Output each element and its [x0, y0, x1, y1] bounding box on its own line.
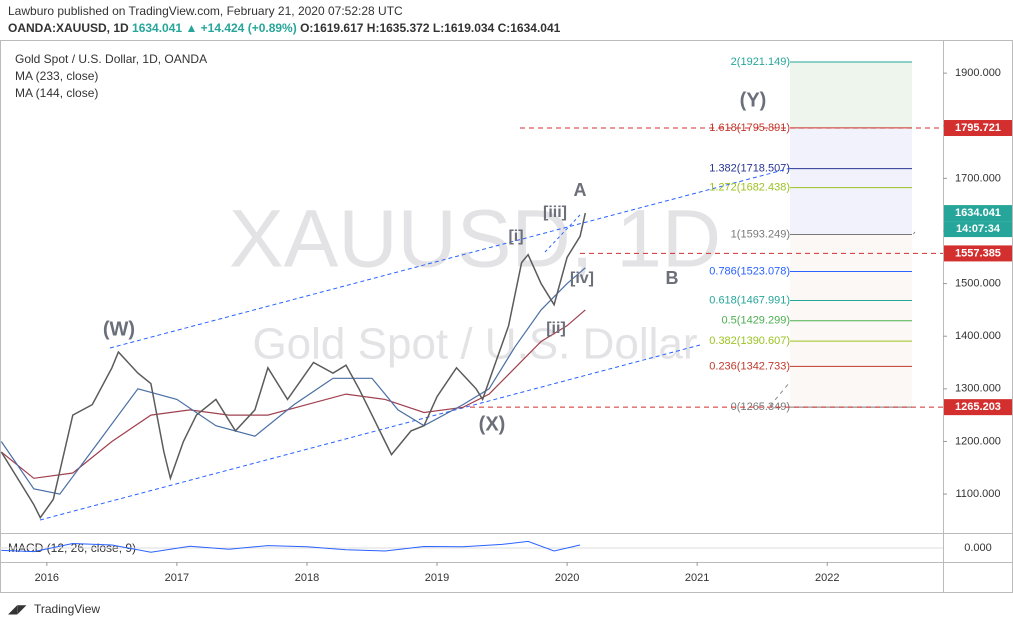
y-tick-label: 1700.000: [955, 172, 1001, 184]
low: L:1619.034: [433, 21, 495, 35]
x-tick-label: 2017: [165, 572, 189, 584]
fib-label: 1.272(1682.438): [709, 182, 790, 194]
x-tick-label: 2018: [295, 572, 319, 584]
symbol: OANDA:XAUUSD, 1D: [8, 21, 129, 35]
macd-line: [1, 540, 581, 553]
wave-label: [ii]: [546, 320, 566, 337]
wave-label: (W): [103, 318, 135, 340]
y-tick-label: 1300.000: [955, 383, 1001, 395]
last: 1634.041: [132, 21, 182, 35]
fib-zone-upper: [790, 62, 912, 128]
price-tag: [944, 245, 1012, 262]
y-tick-label: 1200.000: [955, 435, 1001, 447]
channel-lower: [39, 344, 701, 521]
watermark-subtitle: Gold Spot / U.S. Dollar: [252, 320, 697, 369]
logo: ◢◤: [8, 602, 27, 616]
macd-tick-label: 0.000: [964, 542, 992, 554]
fib-label: 0.236(1342.733): [709, 360, 790, 372]
wave-label: (Y): [740, 89, 767, 111]
y-tick-label: 1500.000: [955, 278, 1001, 290]
x-tick-label: 2016: [35, 572, 59, 584]
x-tick-label: 2021: [685, 572, 709, 584]
wave-label: [i]: [508, 228, 523, 245]
wave-label: (X): [479, 413, 506, 435]
x-tick-label: 2020: [555, 572, 579, 584]
fib-label: 1.382(1718.507): [709, 163, 790, 175]
price-tag: [944, 399, 1012, 416]
price-tag-label: 1557.385: [955, 247, 1001, 259]
moving-average: [0, 267, 586, 495]
countdown: 14:07:34: [956, 223, 1001, 235]
publish-line: Lawburo published on TradingView.com, Fe…: [8, 4, 403, 18]
fib-label: 2(1921.149): [731, 56, 790, 68]
legend-ma144: MA (144, close): [15, 86, 98, 100]
watermark: XAUUSD, 1D: [229, 194, 721, 285]
countdown-tag: [944, 221, 1012, 238]
wave-label: [iii]: [543, 204, 567, 221]
x-tick-label: 2019: [425, 572, 449, 584]
y-tick-label: 1400.000: [955, 330, 1001, 342]
footer-brand: TradingView: [34, 602, 100, 616]
y-tick-label: 1100.000: [955, 488, 1000, 500]
wave-label: A: [574, 180, 587, 200]
price-tag-label: 1265.203: [955, 401, 1001, 413]
close: C:1634.041: [498, 21, 561, 35]
x-tick-label: 2022: [815, 572, 839, 584]
legend-ma233: MA (233, close): [15, 69, 98, 83]
price-tag: [944, 205, 1012, 222]
price-line: [0, 212, 587, 520]
fib-label: 0.382(1390.607): [709, 335, 790, 347]
fib-label: 0.618(1467.991): [709, 294, 790, 306]
symbol-line: OANDA:XAUUSD, 1D 1634.041 ▲ +14.424 (+0.…: [8, 21, 561, 35]
moving-average: [0, 309, 586, 479]
wave-label: B: [666, 268, 679, 288]
open: O:1619.617: [300, 21, 364, 35]
high: H:1635.372: [367, 21, 430, 35]
sub-channel: [544, 214, 581, 253]
wave-label: [iv]: [570, 270, 594, 287]
legend-title: Gold Spot / U.S. Dollar, 1D, OANDA: [15, 52, 207, 66]
fib-label: 0.786(1523.078): [709, 265, 790, 277]
fib-label: 1(1593.249): [731, 228, 790, 240]
fib-zone-mid: [790, 127, 912, 235]
price-tag-label: 1634.041: [955, 207, 1001, 219]
price-tag: [944, 120, 1012, 137]
change: ▲ +14.424 (+0.89%): [185, 21, 296, 35]
y-tick-label: 1900.000: [955, 67, 1001, 79]
price-tag-label: 1795.721: [955, 122, 1001, 134]
fib-label: 0.5(1429.299): [722, 315, 791, 327]
